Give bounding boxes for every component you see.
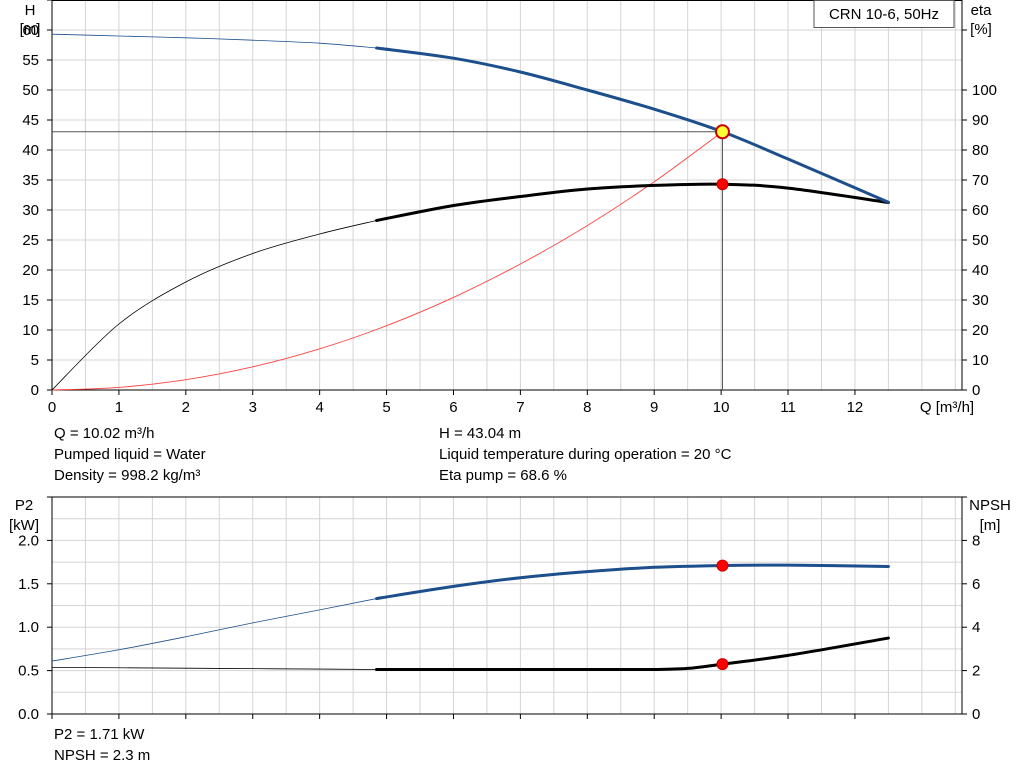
- x-tick-label: 8: [583, 399, 591, 416]
- x-tick-label: 2: [182, 399, 190, 416]
- y-tick-label-left: 0: [31, 382, 39, 399]
- y-axis-title-right: eta: [971, 2, 993, 19]
- power-curve-extended: [51, 598, 377, 662]
- y-tick-label-left: 1.5: [18, 576, 39, 593]
- x-tick-label: 9: [650, 399, 658, 416]
- head-curve: [375, 46, 890, 204]
- y-tick-label-left: 40: [22, 142, 39, 159]
- y-tick-label-right: 0: [972, 382, 980, 399]
- npsh-curve: [375, 636, 890, 672]
- y-axis-unit-left: [m]: [20, 21, 41, 38]
- npsh-curve-extended: [51, 666, 377, 670]
- y-tick-label-left: 15: [22, 292, 39, 309]
- info-power: P2 = 1.71 kW: [54, 726, 145, 743]
- y-tick-label-left: 0.5: [18, 663, 39, 680]
- x-tick-label: 11: [780, 399, 796, 416]
- y-axis-title-right: NPSH: [969, 497, 1011, 514]
- x-tick-label: 3: [249, 399, 257, 416]
- y-tick-label-left: 5: [31, 352, 39, 369]
- y-tick-label-left: 55: [22, 52, 39, 69]
- y-tick-label-right: 70: [972, 172, 989, 189]
- eta-curve-extended: [51, 220, 377, 391]
- y-tick-label-left: 35: [22, 172, 39, 189]
- y-tick-label-right: 10: [972, 352, 989, 369]
- y-tick-label-left: 25: [22, 232, 39, 249]
- power-operating-point: [716, 559, 729, 572]
- y-tick-label-left: 45: [22, 112, 39, 129]
- info-eta-pump: Eta pump = 68.6 %: [439, 467, 567, 484]
- y-tick-label-left: 60: [22, 22, 39, 39]
- y-tick-label-left: 2.0: [18, 532, 39, 549]
- y-tick-label-left: 1.0: [18, 619, 39, 636]
- model-label: CRN 10-6, 50Hz: [829, 6, 939, 23]
- y-tick-label-left: 10: [22, 322, 39, 339]
- info-pumped-liquid: Pumped liquid = Water: [54, 446, 206, 463]
- y-tick-label-left: 0.0: [18, 706, 39, 723]
- head-curve-extended: [51, 33, 377, 49]
- y-tick-label-right: 2: [972, 663, 980, 680]
- info-npsh: NPSH = 2.3 m: [54, 747, 151, 764]
- y-tick-label-right: 80: [972, 142, 989, 159]
- x-tick-label: 12: [847, 399, 864, 416]
- x-tick-label: 0: [48, 399, 56, 416]
- y-tick-label-right: 100: [972, 82, 997, 99]
- head-operating-point: [714, 124, 730, 140]
- system-curve: [51, 131, 723, 391]
- info-liquid-temperature: Liquid temperature during operation = 20…: [439, 446, 732, 463]
- x-axis-label: Q [m³/h]: [920, 399, 974, 416]
- x-tick-label: 1: [115, 399, 123, 416]
- y-tick-label-right: 6: [972, 576, 980, 593]
- y-axis-unit-right: [m]: [980, 517, 1001, 534]
- y-tick-label-left: 30: [22, 202, 39, 219]
- model-label-box: [813, 0, 955, 28]
- y-tick-label-right: 30: [972, 292, 989, 309]
- x-tick-label: 10: [713, 399, 730, 416]
- y-tick-label-left: 50: [22, 82, 39, 99]
- y-axis-unit-left: [kW]: [9, 517, 39, 534]
- info-density: Density = 998.2 kg/m³: [54, 467, 201, 484]
- x-tick-label: 6: [449, 399, 457, 416]
- x-tick-label: 4: [315, 399, 323, 416]
- eta-curve: [375, 182, 890, 222]
- y-tick-label-right: 60: [972, 202, 989, 219]
- eta-operating-point: [716, 178, 729, 191]
- y-tick-label-right: 50: [972, 232, 989, 249]
- power-curve: [375, 563, 890, 601]
- x-tick-label: 5: [382, 399, 390, 416]
- info-head: H = 43.04 m: [439, 425, 522, 442]
- info-flow: Q = 10.02 m³/h: [54, 425, 155, 442]
- y-axis-title-left: P2: [15, 497, 33, 514]
- y-tick-label-right: 4: [972, 619, 980, 636]
- y-axis-title-left: H: [25, 2, 36, 19]
- y-tick-label-right: 90: [972, 112, 989, 129]
- y-axis-unit-right: [%]: [970, 21, 992, 38]
- y-tick-label-right: 0: [972, 706, 980, 723]
- x-tick-label: 7: [516, 399, 524, 416]
- y-tick-label-right: 8: [972, 532, 980, 549]
- npsh-operating-point: [716, 658, 729, 671]
- y-tick-label-right: 40: [972, 262, 989, 279]
- y-tick-label-left: 20: [22, 262, 39, 279]
- y-tick-label-right: 20: [972, 322, 989, 339]
